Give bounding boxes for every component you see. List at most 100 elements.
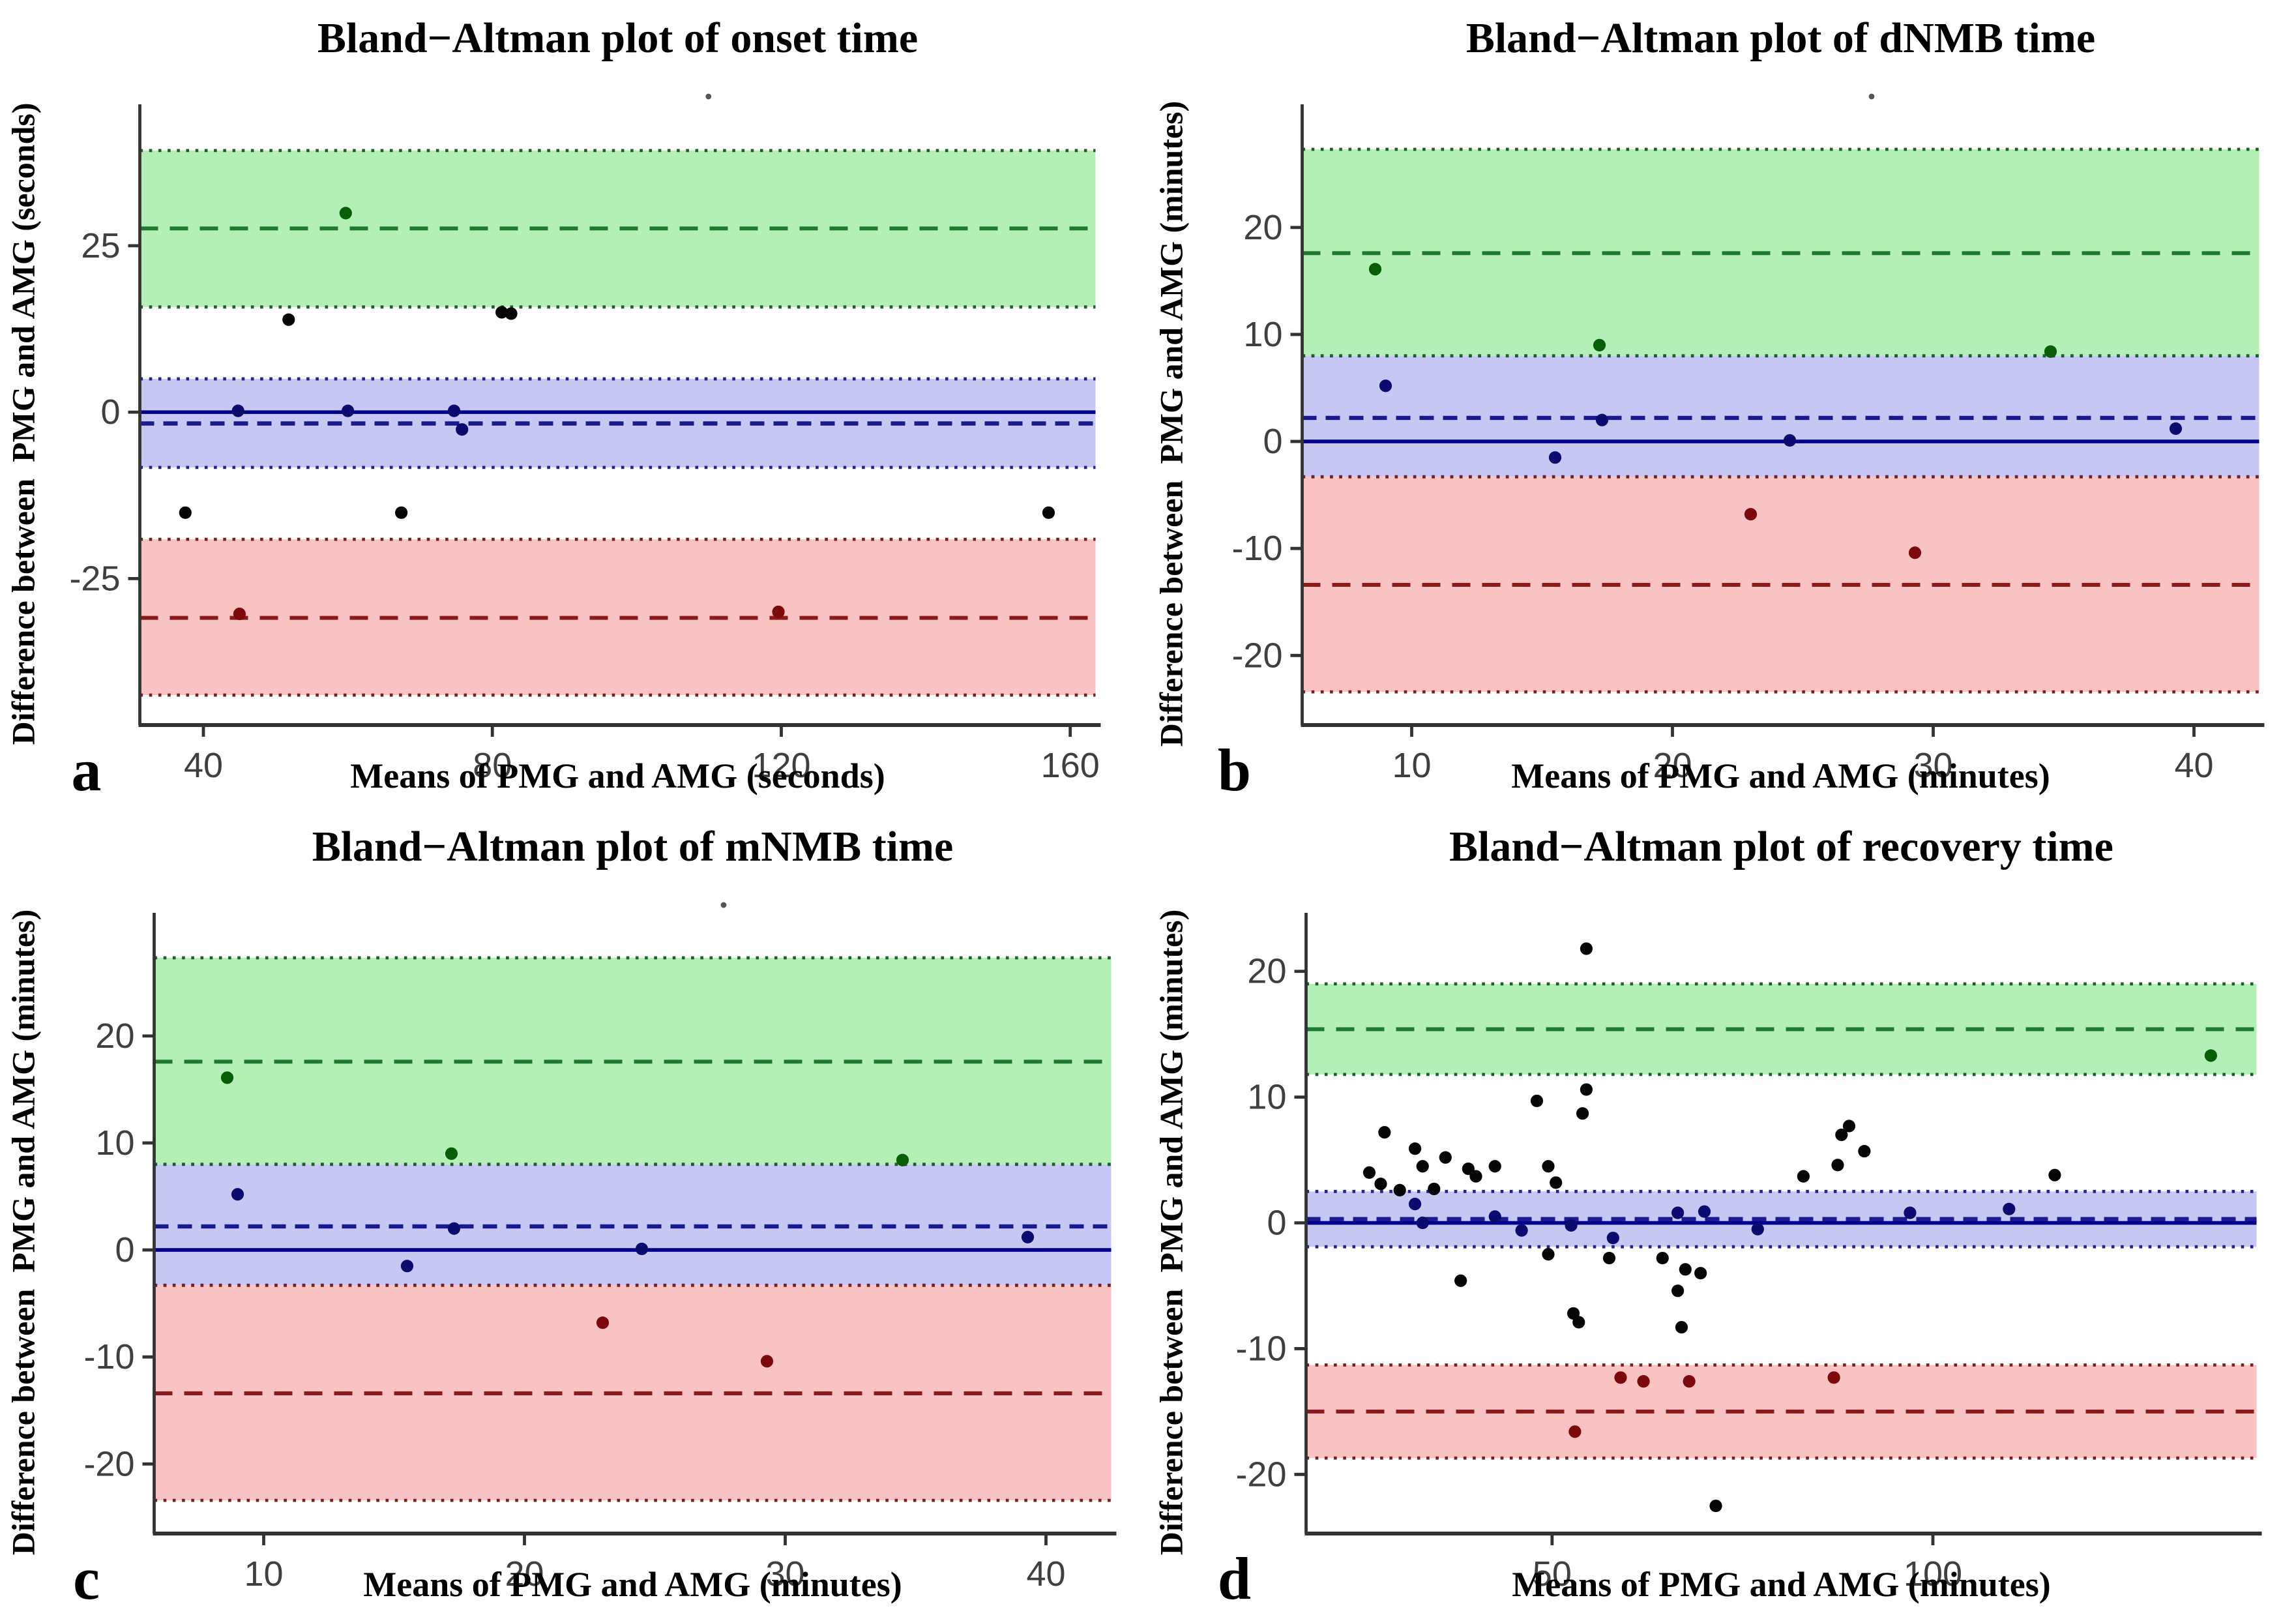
data-point-black — [1550, 1176, 1563, 1189]
data-point-blue — [2003, 1202, 2016, 1215]
data-point-black — [495, 306, 508, 319]
data-point-red — [1827, 1371, 1840, 1384]
panel-dnmb-time: 10 20 30 40 20 10 0 -10 -20 Bland−Altman plot of … — [1148, 0, 2296, 808]
y-tick-label: -10 — [1231, 529, 1282, 568]
data-point-black — [1671, 1284, 1685, 1298]
y-tick-label: 0 — [115, 1230, 134, 1269]
x-tick-label: 40 — [184, 746, 223, 785]
data-point-black — [1530, 1094, 1544, 1108]
x-tick-label: 10 — [1392, 746, 1431, 785]
y-tick-label: 10 — [1243, 315, 1282, 354]
data-point-red — [233, 607, 246, 621]
data-point-black — [1576, 1107, 1589, 1120]
data-point-blue — [1565, 1219, 1578, 1232]
data-point-black — [1469, 1170, 1482, 1183]
data-point-red — [1683, 1374, 1696, 1388]
data-point-black — [1378, 1126, 1391, 1139]
data-point-black — [2048, 1168, 2061, 1181]
data-point-black — [1362, 1166, 1376, 1179]
data-point-blue — [1606, 1232, 1619, 1245]
y-tick-label: 0 — [1263, 422, 1282, 461]
data-point-black — [395, 506, 408, 519]
data-point-red — [1908, 546, 1922, 559]
x-axis-label: Means of PMG and AMG (minutes) — [363, 1565, 902, 1604]
data-point-green — [1368, 263, 1382, 276]
panel-c-chart: 10 20 30 40 20 10 0 -10 -20 Bland−Altman plot of … — [5, 823, 1117, 1612]
data-point-red — [1744, 508, 1758, 521]
data-point-black — [505, 307, 518, 320]
data-point-blue — [1488, 1210, 1501, 1223]
panel-letter: b — [1218, 737, 1251, 803]
data-point-black — [1679, 1263, 1692, 1276]
data-point-black — [1675, 1321, 1688, 1334]
y-tick-label: -20 — [1235, 1455, 1286, 1494]
data-point-green — [896, 1153, 909, 1166]
y-axis-label: Difference between PMG and AMG (minutes) — [1153, 101, 1190, 747]
title-artifact-dot — [705, 93, 712, 100]
data-point-black — [1694, 1267, 1707, 1280]
data-point-black — [1842, 1120, 1856, 1133]
y-tick-label: 20 — [95, 1016, 134, 1056]
x-tick-label: 10 — [244, 1554, 283, 1594]
data-point-green — [445, 1147, 458, 1160]
x-tick-label: 80 — [473, 746, 512, 785]
data-point-blue — [1751, 1223, 1764, 1236]
x-tick-label: 30 — [1913, 746, 1952, 785]
y-tick-label: -10 — [1235, 1329, 1286, 1368]
data-point-red — [760, 1355, 774, 1368]
data-point-green — [1593, 338, 1606, 351]
x-tick-label: 20 — [505, 1554, 544, 1594]
panel-letter: c — [73, 1545, 100, 1612]
data-point-black — [1797, 1170, 1810, 1183]
data-point-blue — [1379, 379, 1392, 393]
y-tick-label: -20 — [83, 1444, 134, 1483]
data-point-black — [1488, 1160, 1501, 1173]
data-point-blue — [1515, 1224, 1528, 1237]
y-tick-label: 10 — [1247, 1078, 1286, 1117]
x-tick-label: 40 — [1026, 1554, 1065, 1594]
data-point-blue — [1698, 1205, 1711, 1218]
panel-b-chart: 10 20 30 40 20 10 0 -10 -20 Bland−Altman plot of … — [1153, 14, 2265, 803]
x-tick-label: 100 — [1904, 1554, 1962, 1594]
panel-onset-time: 40 80 120 160 25 0 -25 Bland−Altman plot of ons… — [0, 0, 1148, 808]
y-tick-label: 0 — [100, 393, 120, 432]
data-point-blue — [635, 1242, 649, 1256]
data-point-black — [1602, 1251, 1616, 1265]
data-point-black — [179, 506, 192, 519]
x-tick-label: 120 — [752, 746, 810, 785]
data-point-blue — [1021, 1230, 1035, 1243]
data-point-blue — [1783, 434, 1797, 447]
data-point-black — [1374, 1178, 1387, 1191]
data-point-blue — [456, 423, 469, 436]
data-point-blue — [231, 1188, 244, 1201]
data-point-black — [1428, 1182, 1441, 1196]
x-tick-label: 20 — [1653, 746, 1692, 785]
data-point-black — [1542, 1248, 1555, 1261]
data-point-black — [1656, 1251, 1669, 1265]
data-point-blue — [447, 1222, 461, 1235]
data-point-black — [1042, 506, 1055, 519]
data-point-black — [1580, 942, 1593, 955]
data-point-black — [1462, 1162, 1475, 1176]
data-point-black — [1858, 1144, 1871, 1158]
panel-title: Bland−Altman plot of recovery time — [1449, 823, 2113, 870]
data-point-blue — [1548, 451, 1562, 464]
panel-title: Bland−Altman plot of onset time — [317, 14, 918, 62]
x-tick-label: 50 — [1533, 1554, 1572, 1594]
data-point-red — [772, 605, 785, 619]
y-tick-label: 25 — [81, 226, 120, 265]
data-point-black — [1416, 1160, 1429, 1173]
y-axis-label: Difference between PMG and AMG (seconds) — [5, 102, 42, 745]
data-point-blue — [1671, 1206, 1685, 1219]
x-tick-label: 30 — [765, 1554, 804, 1594]
data-point-green — [2204, 1049, 2218, 1062]
data-point-black — [282, 313, 295, 326]
x-tick-label: 40 — [2174, 746, 2213, 785]
data-point-blue — [231, 404, 244, 417]
data-point-green — [220, 1071, 234, 1084]
data-point-black — [1454, 1274, 1467, 1287]
y-tick-label: 10 — [95, 1123, 134, 1163]
upper-loa-ci-band — [1306, 984, 2257, 1075]
x-axis-label: Means of PMG and AMG (seconds) — [350, 756, 885, 795]
